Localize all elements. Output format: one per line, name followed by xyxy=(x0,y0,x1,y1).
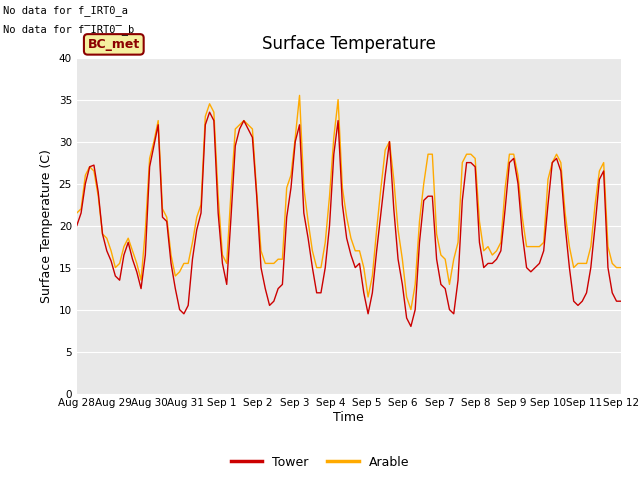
Title: Surface Temperature: Surface Temperature xyxy=(262,35,436,53)
Legend: Tower, Arable: Tower, Arable xyxy=(226,451,414,474)
Y-axis label: Surface Temperature (C): Surface Temperature (C) xyxy=(40,149,53,302)
Text: BC_met: BC_met xyxy=(88,38,140,51)
Text: No data for f_IRT0_a: No data for f_IRT0_a xyxy=(3,5,128,16)
X-axis label: Time: Time xyxy=(333,411,364,424)
Text: No data for f̅IRT0̅_b: No data for f̅IRT0̅_b xyxy=(3,24,134,35)
